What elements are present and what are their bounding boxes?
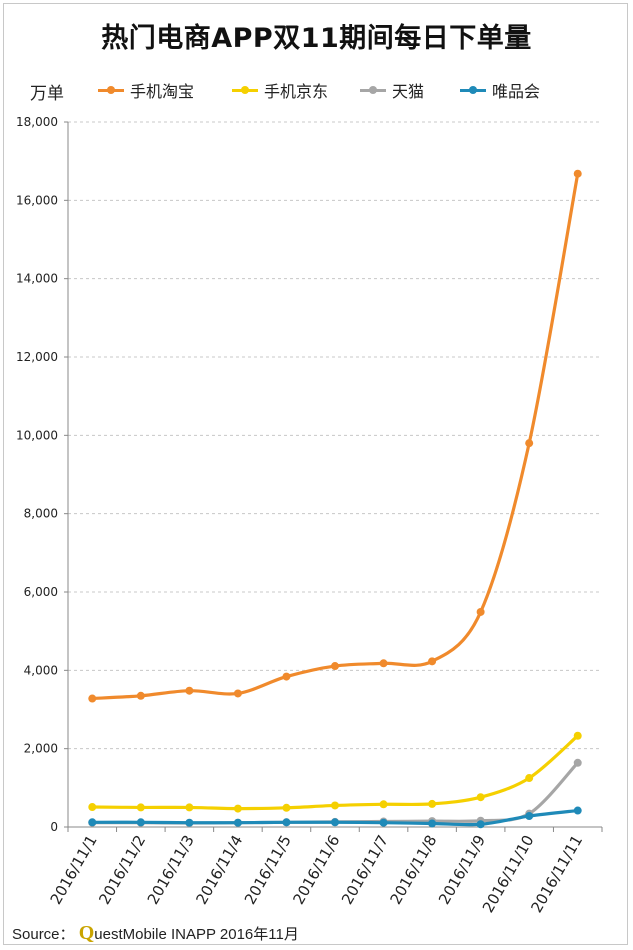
brand-logo-q: Q: [78, 922, 95, 944]
data-point-vip: [233, 818, 242, 827]
y-tick-label: 10,000: [16, 428, 58, 442]
y-tick-label: 8,000: [24, 507, 58, 521]
data-point-jd: [476, 793, 485, 802]
series-line-jd: [90, 734, 580, 811]
data-point-taobao: [331, 662, 339, 671]
source-note: Source： QuestMobile INAPP 2016年11月: [12, 922, 299, 945]
data-point-jd: [428, 799, 437, 808]
data-point-taobao: [525, 439, 534, 448]
data-point-vip: [331, 818, 339, 827]
data-point-jd: [525, 774, 534, 783]
legend-swatch-jd: [232, 85, 258, 94]
data-point-jd: [136, 803, 145, 812]
legend-label-tmall: 天猫: [392, 82, 425, 101]
x-tick-label: 2016/11/11: [527, 832, 586, 916]
x-tick-label: 2016/11/1: [47, 832, 101, 908]
data-point-vip: [282, 818, 291, 827]
y-tick-label: 16,000: [16, 193, 58, 207]
data-point-taobao: [379, 659, 388, 668]
legend-label-taobao: 手机淘宝: [130, 82, 195, 101]
legend-label-jd: 手机京东: [264, 82, 329, 101]
data-point-vip: [185, 818, 194, 827]
data-point-jd: [379, 800, 388, 809]
data-point-taobao: [476, 607, 485, 616]
data-point-taobao: [428, 657, 437, 666]
data-point-vip: [379, 818, 388, 827]
legend-swatch-taobao: [98, 85, 124, 94]
legend-item-vip: 唯品会: [460, 78, 540, 102]
x-tick-label: 2016/11/9: [435, 832, 489, 908]
legend-item-taobao: 手机淘宝: [98, 78, 194, 102]
data-point-vip: [573, 806, 582, 815]
data-point-jd: [282, 803, 291, 812]
data-point-taobao: [88, 694, 97, 703]
data-point-jd: [185, 803, 194, 812]
data-point-vip: [476, 820, 485, 829]
y-tick-label: 12,000: [16, 350, 58, 364]
data-point-taobao: [282, 672, 291, 681]
data-point-vip: [525, 812, 534, 821]
x-tick-label: 2016/11/4: [192, 832, 246, 908]
chart-frame: [3, 3, 628, 945]
legend-label-vip: 唯品会: [492, 82, 541, 101]
data-point-jd: [331, 801, 339, 810]
y-tick-label: 2,000: [24, 742, 58, 756]
legend-swatch-tmall: [360, 85, 386, 94]
data-point-vip: [136, 818, 145, 827]
series-line-tmall: [90, 761, 580, 825]
data-point-taobao: [233, 689, 242, 698]
x-tick-label: 2016/11/5: [241, 832, 295, 908]
y-axis-unit-label: 万单: [30, 84, 64, 104]
y-tick-label: 18,000: [16, 115, 58, 129]
chart-title: 热门电商APP双11期间每日下单量: [101, 23, 532, 54]
y-tick-label: 4,000: [24, 663, 58, 677]
data-point-jd: [88, 803, 97, 812]
data-point-tmall: [573, 758, 582, 767]
data-point-taobao: [573, 169, 582, 178]
data-point-taobao: [185, 686, 194, 695]
legend-item-tmall: 天猫: [360, 78, 424, 102]
x-tick-label: 2016/11/8: [387, 832, 441, 908]
data-point-jd: [233, 804, 242, 813]
y-tick-label: 0: [50, 820, 58, 834]
y-tick-label: 6,000: [24, 585, 58, 599]
legend-item-jd: 手机京东: [232, 78, 328, 102]
y-tick-label: 14,000: [16, 272, 58, 286]
legend-swatch-vip: [460, 85, 486, 94]
x-tick-label: 2016/11/3: [144, 832, 198, 908]
x-tick-label: 2016/11/6: [289, 832, 343, 908]
data-point-jd: [573, 731, 582, 740]
series-line-taobao: [90, 172, 580, 701]
data-point-vip: [428, 819, 437, 828]
source-text: uestMobile INAPP 2016年11月: [94, 926, 299, 943]
x-tick-label: 2016/11/7: [338, 832, 392, 908]
source-prefix: Source：: [12, 926, 75, 943]
data-point-vip: [88, 818, 97, 827]
x-tick-label: 2016/11/2: [95, 832, 149, 908]
data-point-taobao: [136, 691, 145, 700]
